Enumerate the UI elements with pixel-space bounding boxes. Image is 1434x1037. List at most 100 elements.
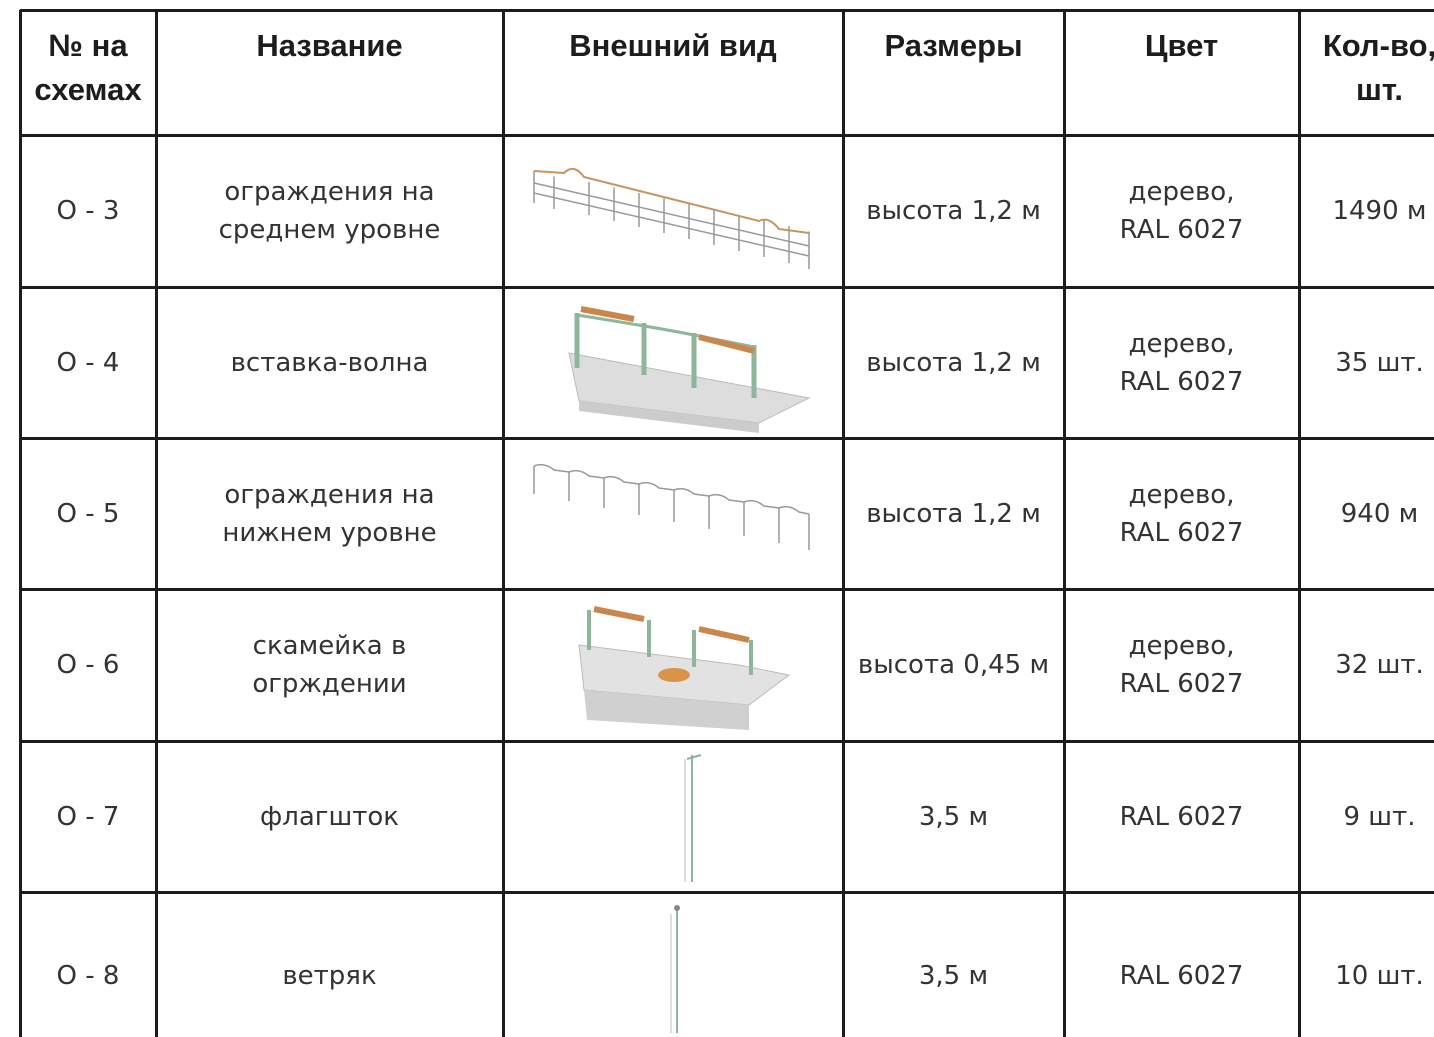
cell-name: ветряк bbox=[156, 892, 503, 1037]
cell-name: вставка-волна bbox=[156, 287, 503, 438]
cell-text: ограждения на bbox=[224, 177, 435, 207]
illustration bbox=[568, 306, 811, 433]
cell-text: 940 м bbox=[1340, 498, 1419, 529]
column-rule bbox=[154, 10, 158, 1037]
cell-num: О - 3 bbox=[20, 135, 156, 287]
cell-color: дерево, RAL 6027 bbox=[1064, 589, 1299, 741]
cell-text: вставка-волна bbox=[230, 347, 429, 378]
row-rule bbox=[20, 890, 1434, 894]
cell-text: дерево, bbox=[1128, 479, 1235, 510]
illustration bbox=[684, 754, 702, 882]
row-rule bbox=[20, 739, 1434, 743]
header-cell: Размеры bbox=[843, 10, 1064, 135]
header-text: схемах bbox=[34, 72, 142, 107]
column-rule bbox=[1297, 10, 1301, 1037]
cell-text: 3,5 м bbox=[918, 961, 989, 991]
cell-text: О - 7 bbox=[56, 801, 120, 832]
cell-text: 9 шт. bbox=[1343, 801, 1416, 832]
cell-text: среднем уровне bbox=[218, 215, 441, 245]
cell-text: RAL 6027 bbox=[1119, 215, 1244, 245]
cell-color: RAL 6027 bbox=[1064, 741, 1299, 892]
cell-text: ветряк bbox=[282, 961, 377, 991]
cell-size: высота 1,2 м bbox=[843, 438, 1064, 589]
cell-text: О - 5 bbox=[56, 498, 120, 529]
cell-color: дерево, RAL 6027 bbox=[1064, 135, 1299, 287]
cell-text: О - 4 bbox=[56, 347, 120, 378]
cell-text: флагшток bbox=[260, 801, 399, 832]
column-rule bbox=[501, 10, 505, 1037]
header-cell: Кол-во, шт. bbox=[1299, 10, 1434, 135]
cell-text: 3,5 м bbox=[918, 801, 989, 832]
cell-text: дерево, bbox=[1128, 631, 1235, 661]
cell-text: RAL 6027 bbox=[1119, 669, 1244, 699]
cell-size: 3,5 м bbox=[843, 741, 1064, 892]
header-cell: Внешний вид bbox=[503, 10, 843, 135]
header-cell: Цвет bbox=[1064, 10, 1299, 135]
cell-qty: 1490 м bbox=[1299, 135, 1434, 287]
cell-num: О - 8 bbox=[20, 892, 156, 1037]
row-rule bbox=[20, 133, 1434, 137]
cell-text: RAL 6027 bbox=[1119, 801, 1244, 832]
header-text: Внешний вид bbox=[569, 28, 777, 63]
illustration bbox=[533, 463, 810, 550]
cell-qty: 9 шт. bbox=[1299, 741, 1434, 892]
cell-name: ограждения на среднем уровне bbox=[156, 135, 503, 287]
cell-color: RAL 6027 bbox=[1064, 892, 1299, 1037]
cell-text: 1490 м bbox=[1332, 196, 1427, 226]
cell-name: скамейка в огрждении bbox=[156, 589, 503, 741]
cell-text: высота 1,2 м bbox=[866, 498, 1041, 529]
cell-text: ограждения на bbox=[224, 479, 435, 510]
cell-text: нижнем уровне bbox=[222, 517, 437, 548]
cell-text: О - 6 bbox=[56, 650, 120, 680]
column-rule bbox=[1062, 10, 1066, 1037]
cell-text: 35 шт. bbox=[1335, 347, 1424, 378]
cell-num: О - 5 bbox=[20, 438, 156, 589]
cell-color: дерево, RAL 6027 bbox=[1064, 438, 1299, 589]
cell-size: высота 1,2 м bbox=[843, 287, 1064, 438]
header-text: Размеры bbox=[884, 28, 1023, 63]
cell-text: дерево, bbox=[1128, 328, 1235, 359]
cell-size: высота 1,2 м bbox=[843, 135, 1064, 287]
cell-text: высота 1,2 м bbox=[866, 347, 1041, 378]
cell-text: огрждении bbox=[252, 669, 407, 699]
cell-text: высота 0,45 м bbox=[857, 650, 1050, 680]
cell-qty: 940 м bbox=[1299, 438, 1434, 589]
cell-num: О - 4 bbox=[20, 287, 156, 438]
row-rule bbox=[20, 587, 1434, 591]
cell-num: О - 7 bbox=[20, 741, 156, 892]
row-rule bbox=[20, 436, 1434, 440]
cell-size: высота 0,45 м bbox=[843, 589, 1064, 741]
cell-name: ограждения на нижнем уровне bbox=[156, 438, 503, 589]
cell-text: RAL 6027 bbox=[1119, 961, 1244, 991]
cell-color: дерево, RAL 6027 bbox=[1064, 287, 1299, 438]
cell-qty: 10 шт. bbox=[1299, 892, 1434, 1037]
header-text: Кол-во, bbox=[1322, 28, 1434, 63]
illustration bbox=[533, 167, 810, 269]
cell-text: О - 8 bbox=[56, 961, 120, 991]
cell-num: О - 6 bbox=[20, 589, 156, 741]
cell-text: О - 3 bbox=[56, 196, 120, 226]
cell-text: скамейка в bbox=[252, 631, 407, 661]
header-text: № на bbox=[48, 28, 128, 63]
cell-size: 3,5 м bbox=[843, 892, 1064, 1037]
cell-text: высота 1,2 м bbox=[866, 196, 1041, 226]
cell-text: дерево, bbox=[1128, 177, 1235, 207]
cell-text: 32 шт. bbox=[1335, 650, 1424, 680]
header-text: Цвет bbox=[1144, 28, 1219, 63]
column-rule bbox=[841, 10, 845, 1037]
illustration bbox=[670, 905, 680, 1033]
cell-qty: 32 шт. bbox=[1299, 589, 1434, 741]
cell-name: флагшток bbox=[156, 741, 503, 892]
header-text: Название bbox=[256, 28, 403, 63]
column-rule bbox=[18, 10, 22, 1037]
cell-qty: 35 шт. bbox=[1299, 287, 1434, 438]
row-rule bbox=[20, 285, 1434, 289]
header-text: шт. bbox=[1356, 72, 1403, 107]
header-cell: № на схемах bbox=[20, 10, 156, 135]
header-cell: Название bbox=[156, 10, 503, 135]
cell-text: RAL 6027 bbox=[1119, 366, 1244, 397]
row-rule bbox=[20, 8, 1434, 12]
cell-text: 10 шт. bbox=[1335, 961, 1424, 991]
cell-text: RAL 6027 bbox=[1119, 517, 1244, 548]
